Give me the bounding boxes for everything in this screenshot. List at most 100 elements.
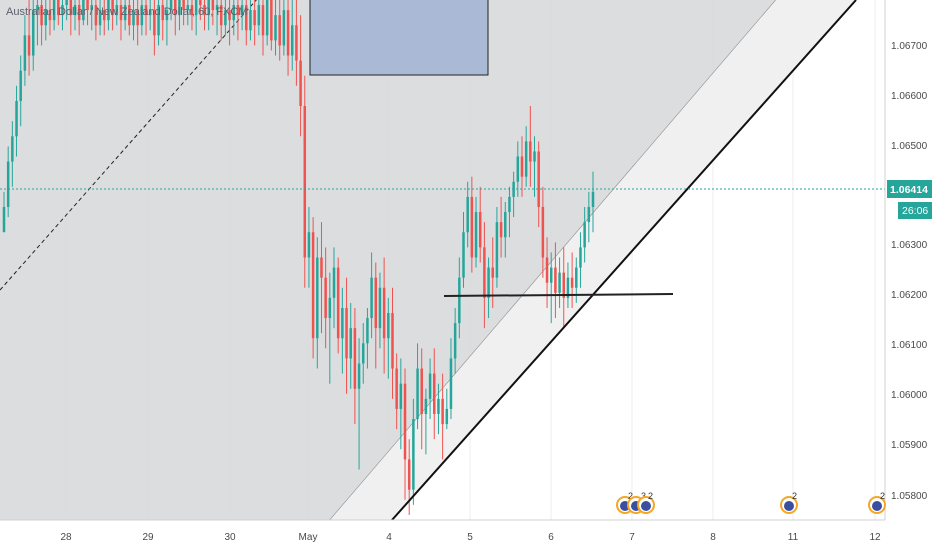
candle-body: [332, 267, 336, 298]
candle-body: [82, 0, 85, 21]
candle-body: [23, 35, 27, 71]
flag-icon: [872, 501, 882, 511]
event-badge-4-count: 2: [792, 491, 797, 501]
candle-body: [311, 232, 315, 339]
candle-body: [474, 212, 478, 258]
candle-body: [199, 0, 202, 6]
candle-body: [190, 5, 194, 16]
candle-body: [136, 10, 139, 26]
candle-body: [257, 5, 261, 26]
candle-body: [378, 287, 382, 329]
candle-body: [282, 10, 286, 46]
candle-body: [541, 206, 545, 258]
candle-body: [353, 328, 357, 389]
x-tick-4: 4: [386, 532, 392, 543]
candle-body: [128, 5, 131, 26]
candle-body: [178, 0, 181, 16]
candle-body: [349, 328, 352, 359]
y-tick-1-06700: 1.06700: [891, 41, 928, 52]
candle-body: [374, 277, 378, 329]
candle-body: [549, 267, 553, 283]
candle-body: [416, 368, 419, 420]
x-tick-8: 8: [710, 532, 716, 543]
candle-body: [140, 5, 144, 26]
candle-body: [478, 212, 482, 248]
candle-body: [86, 0, 89, 11]
candle-body: [265, 0, 269, 36]
candle-body: [533, 151, 536, 162]
candle-body: [245, 5, 248, 31]
candle-body: [299, 60, 302, 107]
candle-body: [307, 232, 311, 258]
candle-body: [48, 10, 52, 21]
candle-body: [491, 267, 494, 278]
event-badge-5-count: 2: [880, 491, 885, 501]
event-badge-3-count: 2: [648, 491, 653, 501]
y-axis-background: [885, 0, 932, 550]
event-badges[interactable]: 2 3 2 2 2: [616, 491, 886, 514]
candle-body: [395, 368, 398, 409]
x-tick-28: 28: [60, 532, 72, 543]
event-badge-5[interactable]: 2: [868, 491, 886, 514]
candle-body: [320, 257, 323, 278]
event-badge-4[interactable]: 2: [780, 491, 798, 514]
y-tick-1-06100: 1.06100: [891, 340, 928, 351]
candle-body: [2, 206, 6, 233]
candle-body: [487, 267, 490, 298]
x-tick-labels: 28 29 30 May 4 5 6 7 8 11 12: [60, 532, 881, 543]
pattern-triangle: [0, 0, 776, 520]
candles: [2, 0, 595, 515]
candle-body: [303, 106, 307, 258]
candle-body: [144, 5, 148, 16]
candle-body: [366, 318, 369, 344]
x-tick-30: 30: [224, 532, 236, 543]
candle-body: [499, 222, 503, 238]
candle-body: [520, 156, 524, 177]
candle-body: [562, 272, 566, 298]
candle-body: [52, 0, 56, 21]
candle-body: [115, 5, 119, 16]
candle-body: [583, 222, 586, 248]
candle-body: [27, 35, 31, 56]
candle-body: [228, 10, 231, 21]
candle-body: [123, 5, 127, 21]
countdown-badge: [898, 202, 932, 219]
candle-body: [575, 267, 578, 288]
candle-body: [341, 307, 344, 339]
candle-body: [36, 5, 39, 11]
candle-body: [19, 70, 22, 101]
candle-body: [94, 5, 98, 26]
y-tick-1-06500: 1.06500: [891, 141, 928, 152]
candle-body: [215, 5, 219, 11]
candle-body: [61, 5, 64, 16]
candle-body: [387, 313, 390, 339]
candle-body: [554, 267, 557, 293]
candle-body: [65, 0, 68, 6]
candle-body: [44, 10, 48, 26]
candle-body: [403, 383, 407, 460]
x-tick-7: 7: [629, 532, 635, 543]
candle-body: [441, 398, 444, 425]
candle-body: [261, 5, 265, 36]
candle-body: [236, 5, 240, 16]
candle-body: [286, 10, 290, 56]
channel-fill: [330, 0, 856, 520]
chart-title: Australian Dollar / New Zealand Dollar, …: [6, 6, 248, 18]
candle-body: [161, 5, 164, 21]
candle-body: [278, 15, 281, 46]
x-tick-29: 29: [142, 532, 154, 543]
event-badge-1-count: 2: [628, 491, 633, 501]
candle-body: [174, 0, 177, 16]
event-badge-3[interactable]: 2: [637, 491, 655, 514]
flag-icon: [641, 501, 651, 511]
x-tick-11: 11: [788, 532, 799, 543]
candle-body: [15, 100, 18, 137]
price-badge: [887, 180, 932, 198]
candle-body: [119, 5, 123, 21]
candle-body: [508, 196, 511, 213]
candle-body: [420, 368, 423, 414]
x-tick-12: 12: [869, 532, 881, 543]
y-tick-1-06600: 1.06600: [891, 91, 928, 102]
candle-body: [90, 5, 93, 11]
